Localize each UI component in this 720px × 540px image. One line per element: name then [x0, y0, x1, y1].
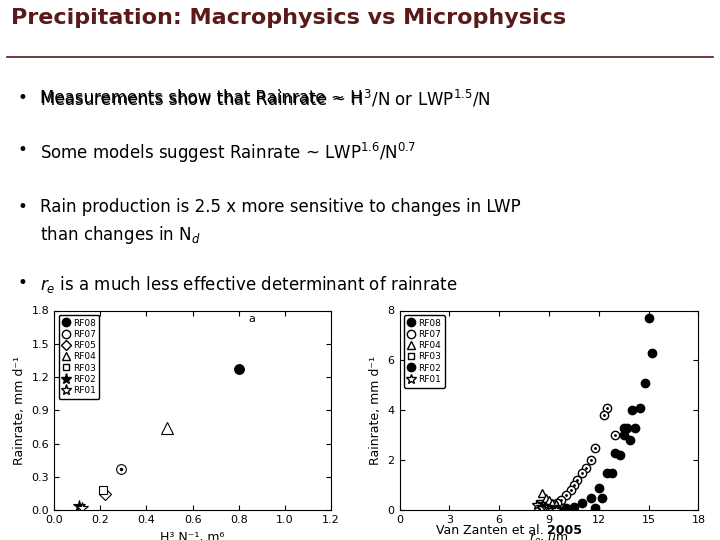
RF04: [548, 500, 557, 506]
RF07: [591, 444, 600, 451]
RF01: [533, 502, 541, 509]
RF03: [545, 504, 554, 511]
RF02: [623, 424, 631, 431]
RF07: [540, 504, 549, 511]
Text: Measurements show that Rainrate ~ H: Measurements show that Rainrate ~ H: [40, 89, 362, 106]
RF07: [545, 502, 554, 509]
RF08: [598, 495, 606, 501]
Line: RF04: RF04: [538, 489, 560, 508]
RF02: [553, 506, 562, 512]
RF08: [608, 470, 616, 476]
RF07: [578, 470, 587, 476]
RF08: [636, 404, 644, 411]
RF04: [538, 490, 546, 496]
RF08: [641, 380, 649, 386]
RF01: [541, 505, 550, 511]
Line: RF07: RF07: [540, 404, 620, 512]
RF08: [616, 452, 625, 458]
RF07: [581, 464, 590, 471]
RF07: [548, 501, 557, 507]
Text: Measurements show that Rainrate ~ H$^3$/N or LWP$^{1.5}$/N: Measurements show that Rainrate ~ H$^3$/…: [40, 89, 490, 110]
RF02: [570, 503, 578, 510]
RF04: [552, 501, 560, 507]
RF02: [578, 500, 587, 506]
X-axis label: $r_e$, $\mu$m: $r_e$, $\mu$m: [529, 531, 569, 540]
Text: 2005: 2005: [547, 524, 582, 537]
RF03: [536, 502, 545, 509]
RF07: [562, 492, 570, 498]
Y-axis label: Rainrate, mm d⁻¹: Rainrate, mm d⁻¹: [369, 356, 382, 465]
RF01: [548, 507, 557, 513]
RF08: [619, 424, 628, 431]
Text: Precipitation: Macrophysics vs Microphysics: Precipitation: Macrophysics vs Microphys…: [11, 8, 566, 28]
RF07: [566, 487, 575, 494]
RF01: [536, 503, 545, 510]
Text: $r_e$ is a much less effective determinant of rainrate: $r_e$ is a much less effective determina…: [40, 274, 457, 295]
RF02: [628, 407, 636, 414]
Text: •: •: [18, 141, 28, 159]
Text: Rain production is 2.5 x more sensitive to changes in LWP
than changes in N$_d$: Rain production is 2.5 x more sensitive …: [40, 198, 521, 246]
Legend: RF08, RF07, RF05, RF04, RF03, RF02, RF01: RF08, RF07, RF05, RF04, RF03, RF02, RF01: [58, 315, 99, 399]
Y-axis label: Rainrate, mm d⁻¹: Rainrate, mm d⁻¹: [13, 356, 26, 465]
RF03: [548, 506, 557, 512]
Text: •: •: [18, 274, 28, 292]
Text: a: a: [248, 314, 255, 323]
RF08: [644, 315, 653, 321]
RF08: [647, 350, 656, 356]
Text: Van Zanten et al.: Van Zanten et al.: [436, 524, 547, 537]
RF03: [541, 504, 550, 511]
Text: •: •: [18, 198, 28, 216]
Legend: RF08, RF07, RF04, RF03, RF02, RF01: RF08, RF07, RF04, RF03, RF02, RF01: [404, 315, 445, 388]
RF07: [603, 404, 611, 411]
RF03: [540, 503, 549, 510]
RF04: [541, 495, 550, 501]
RF07: [543, 503, 552, 510]
Line: RF02: RF02: [553, 406, 636, 513]
RF07: [586, 457, 595, 463]
RF02: [603, 470, 611, 476]
Line: RF01: RF01: [533, 501, 560, 515]
RF02: [619, 432, 628, 438]
RF07: [573, 477, 582, 484]
RF01: [545, 506, 554, 512]
Line: RF08: RF08: [591, 314, 656, 512]
RF02: [595, 484, 603, 491]
Line: RF03: RF03: [536, 500, 556, 512]
RF08: [626, 437, 634, 444]
RF07: [600, 412, 608, 418]
RF02: [586, 495, 595, 501]
RF01: [552, 507, 560, 513]
RF08: [591, 504, 600, 511]
RF07: [611, 432, 620, 438]
X-axis label: H³ N⁻¹, m⁶: H³ N⁻¹, m⁶: [161, 531, 225, 540]
RF02: [611, 450, 620, 456]
RF07: [570, 482, 578, 489]
RF08: [631, 424, 639, 431]
RF03: [535, 500, 544, 506]
RF07: [553, 500, 562, 506]
RF04: [545, 497, 554, 503]
RF01: [538, 504, 546, 511]
Text: •: •: [18, 89, 28, 106]
RF07: [557, 497, 565, 503]
RF02: [562, 504, 570, 511]
Text: Some models suggest Rainrate ~ LWP$^{1.6}$/N$^{0.7}$: Some models suggest Rainrate ~ LWP$^{1.6…: [40, 141, 415, 165]
